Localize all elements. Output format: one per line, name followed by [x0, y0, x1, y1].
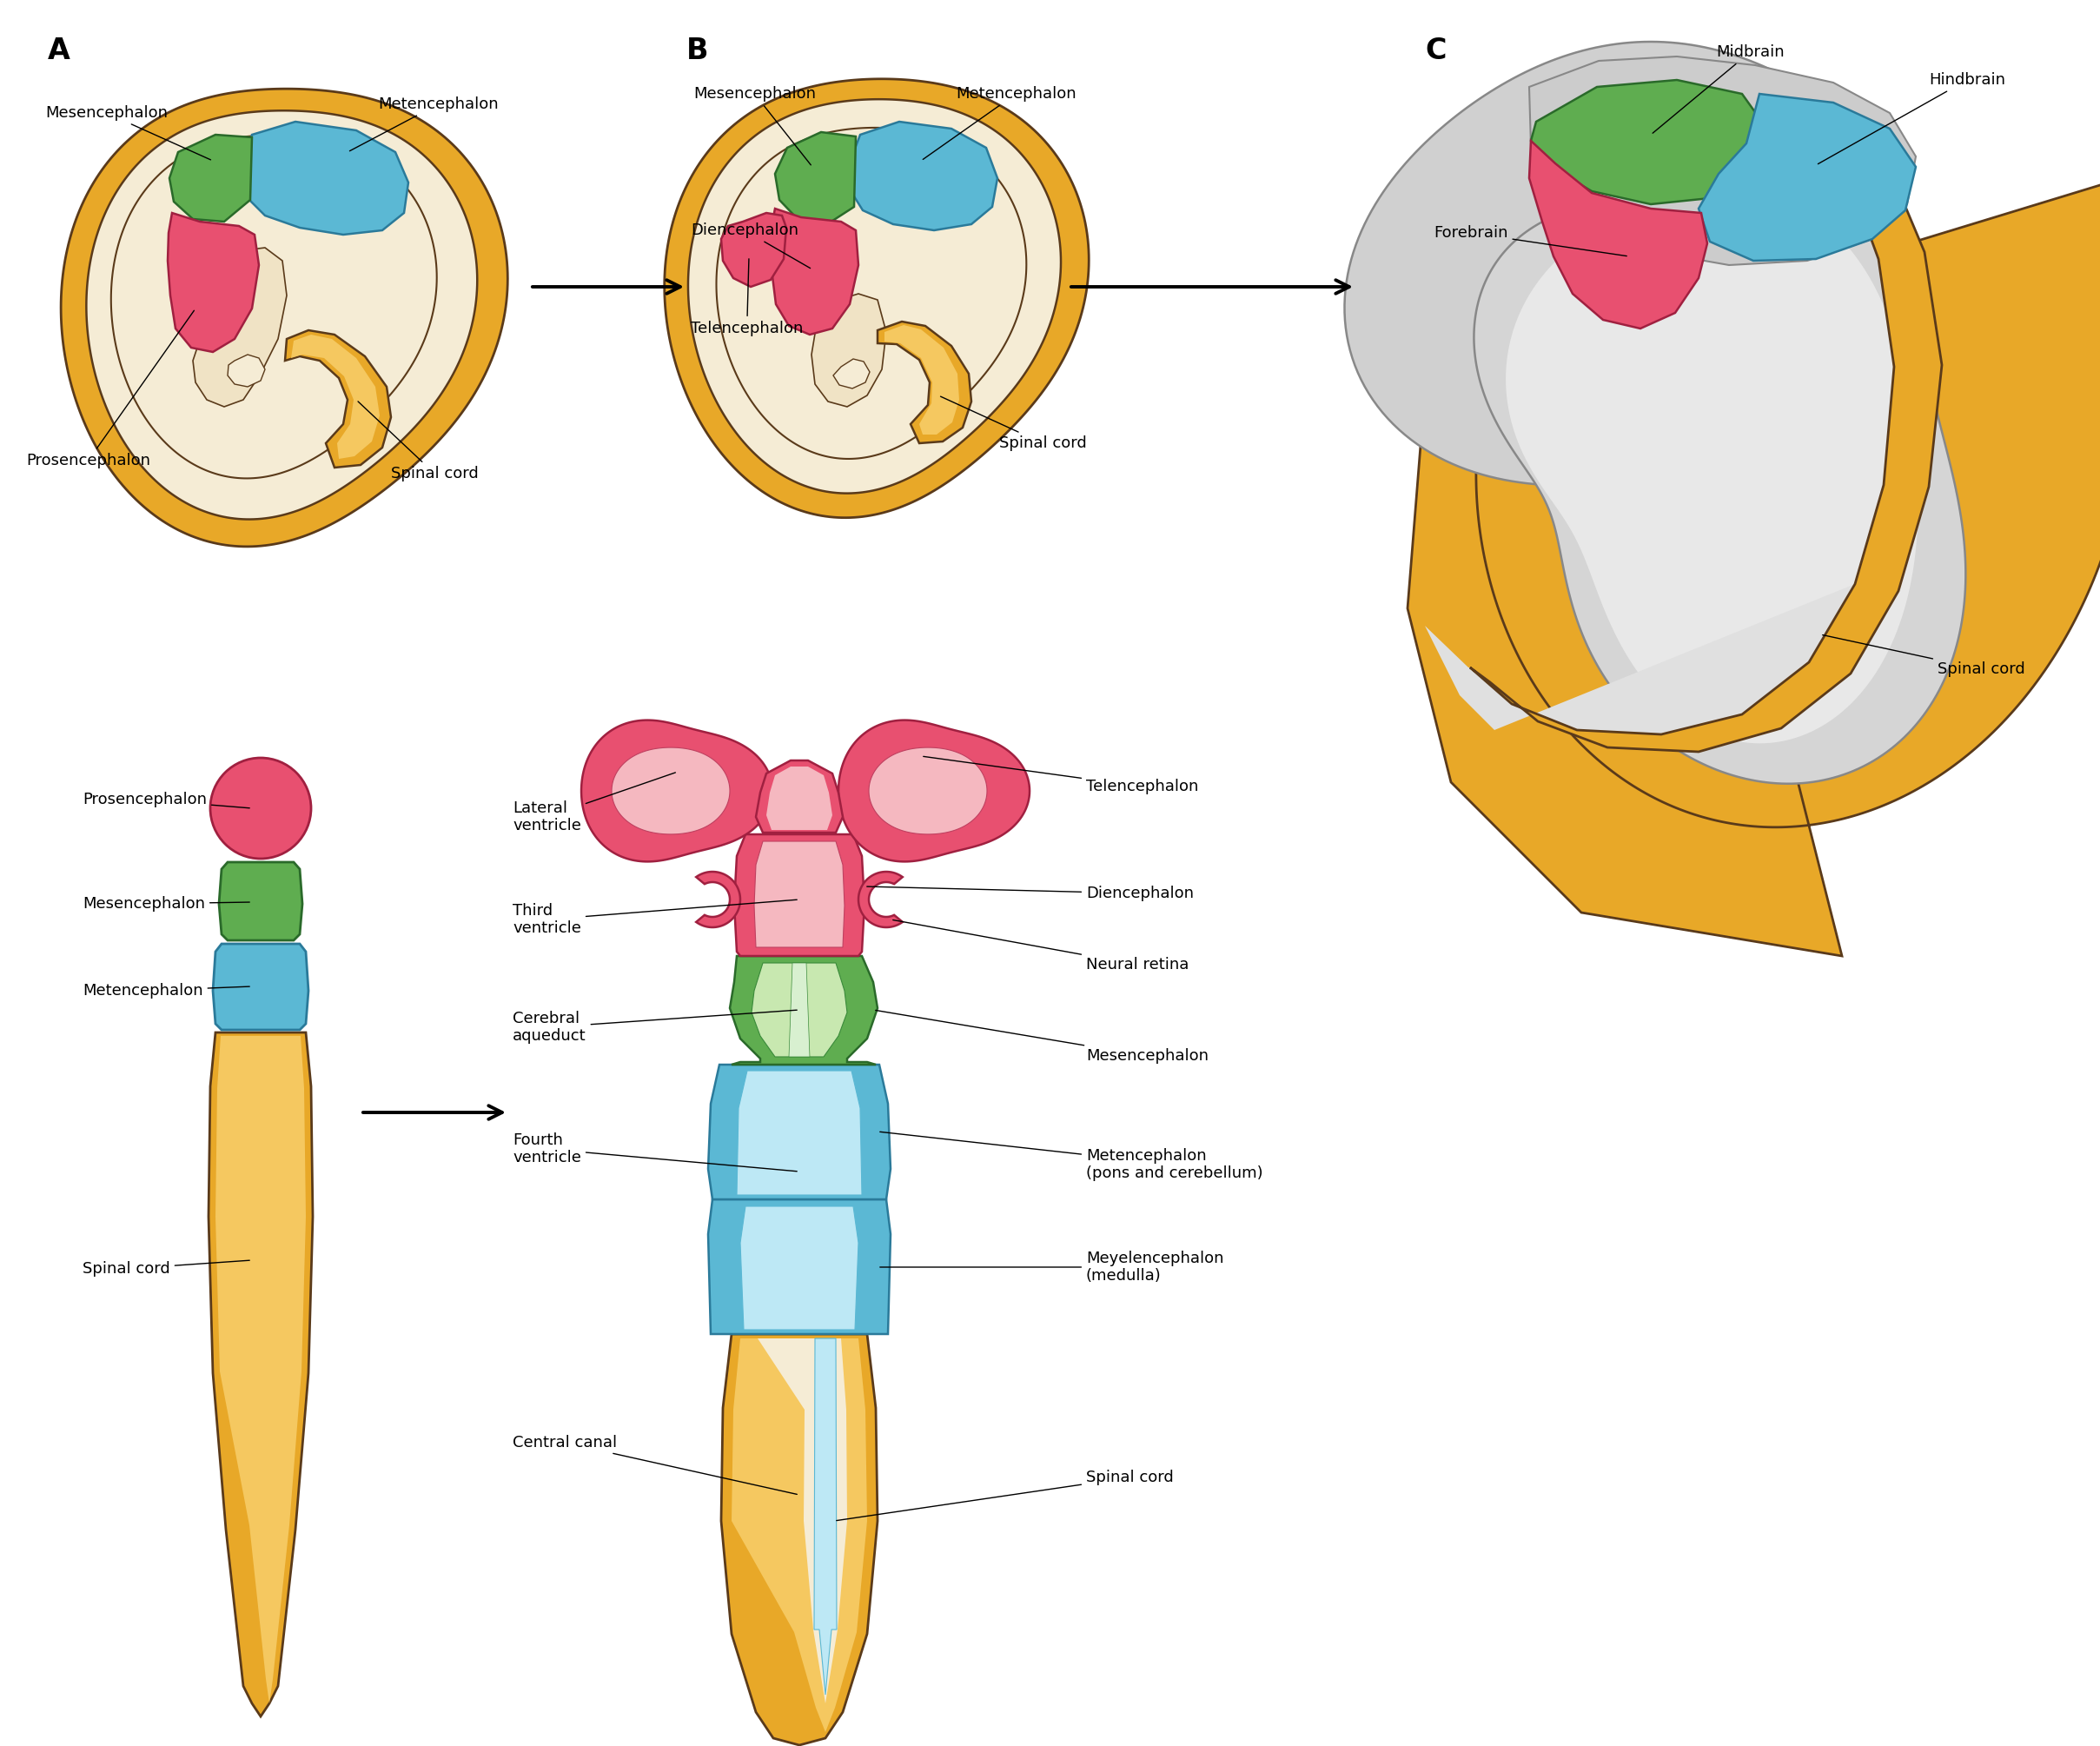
Polygon shape — [212, 945, 309, 1030]
Polygon shape — [756, 761, 842, 833]
Text: A: A — [48, 37, 69, 65]
Polygon shape — [741, 1206, 859, 1330]
Polygon shape — [731, 957, 878, 1065]
Polygon shape — [1426, 178, 1894, 735]
Polygon shape — [292, 335, 380, 459]
Text: Metencephalon: Metencephalon — [351, 96, 498, 150]
Text: Forebrain: Forebrain — [1434, 225, 1628, 257]
Text: Lateral
ventricle: Lateral ventricle — [512, 772, 676, 835]
Polygon shape — [208, 1032, 313, 1716]
Polygon shape — [720, 1334, 878, 1746]
Polygon shape — [1529, 141, 1707, 328]
Polygon shape — [111, 134, 437, 478]
Polygon shape — [731, 1339, 867, 1732]
Text: Diencephalon: Diencephalon — [867, 885, 1193, 901]
Polygon shape — [689, 100, 1060, 494]
Text: Spinal cord: Spinal cord — [1823, 636, 2024, 677]
Polygon shape — [811, 293, 886, 407]
Polygon shape — [758, 1339, 846, 1704]
Polygon shape — [1531, 80, 1768, 204]
Polygon shape — [878, 321, 972, 443]
Text: Telencephalon: Telencephalon — [691, 258, 802, 337]
Text: Hindbrain: Hindbrain — [1819, 72, 2005, 164]
Polygon shape — [61, 89, 508, 546]
Text: Telencephalon: Telencephalon — [924, 756, 1199, 794]
Text: Midbrain: Midbrain — [1653, 44, 1785, 133]
Text: Spinal cord: Spinal cord — [836, 1470, 1174, 1521]
Polygon shape — [884, 325, 960, 435]
Text: Metencephalon
(pons and cerebellum): Metencephalon (pons and cerebellum) — [880, 1131, 1262, 1182]
Text: Spinal cord: Spinal cord — [82, 1261, 250, 1276]
Polygon shape — [168, 213, 258, 353]
Text: Prosencephalon: Prosencephalon — [25, 311, 193, 468]
Polygon shape — [752, 964, 846, 1056]
Text: Mesencephalon: Mesencephalon — [876, 1011, 1210, 1063]
Polygon shape — [286, 330, 391, 468]
Polygon shape — [708, 1065, 890, 1200]
Text: Prosencephalon: Prosencephalon — [82, 791, 250, 808]
Polygon shape — [1699, 94, 1915, 260]
Polygon shape — [216, 1035, 307, 1704]
Polygon shape — [1407, 175, 2100, 957]
Text: Central canal: Central canal — [512, 1435, 798, 1495]
Polygon shape — [170, 134, 252, 222]
Text: Fourth
ventricle: Fourth ventricle — [512, 1131, 796, 1172]
Text: Spinal cord: Spinal cord — [357, 402, 479, 482]
Polygon shape — [720, 213, 785, 286]
Text: Diencephalon: Diencephalon — [691, 222, 811, 269]
Polygon shape — [582, 719, 773, 861]
Text: Mesencephalon: Mesencephalon — [82, 896, 250, 911]
Polygon shape — [708, 1200, 890, 1334]
Polygon shape — [695, 871, 739, 927]
Polygon shape — [815, 1339, 836, 1695]
Polygon shape — [1506, 189, 1917, 744]
Polygon shape — [1344, 42, 1924, 540]
Polygon shape — [218, 863, 302, 941]
Circle shape — [210, 758, 311, 859]
Text: Meyelencephalon
(medulla): Meyelencephalon (medulla) — [880, 1250, 1224, 1283]
Polygon shape — [1529, 56, 1915, 265]
Text: B: B — [687, 37, 708, 65]
Text: Metencephalon: Metencephalon — [922, 86, 1075, 159]
Polygon shape — [848, 122, 998, 230]
Polygon shape — [1470, 169, 1942, 753]
Polygon shape — [246, 122, 407, 234]
Polygon shape — [664, 79, 1090, 519]
Polygon shape — [735, 835, 865, 957]
Text: Third
ventricle: Third ventricle — [512, 899, 796, 936]
Polygon shape — [838, 719, 1029, 861]
Polygon shape — [775, 133, 857, 223]
Text: C: C — [1426, 37, 1447, 65]
Polygon shape — [869, 747, 987, 835]
Polygon shape — [737, 1070, 861, 1194]
Polygon shape — [790, 964, 811, 1056]
Text: Mesencephalon: Mesencephalon — [46, 105, 210, 161]
Text: Mesencephalon: Mesencephalon — [693, 86, 815, 164]
Text: Neural retina: Neural retina — [892, 920, 1189, 973]
Text: Metencephalon: Metencephalon — [82, 983, 250, 999]
Polygon shape — [1474, 147, 1966, 784]
Text: Spinal cord: Spinal cord — [941, 396, 1086, 450]
Polygon shape — [859, 871, 903, 927]
Polygon shape — [754, 842, 844, 948]
Polygon shape — [227, 354, 265, 388]
Polygon shape — [716, 127, 1027, 459]
Text: Cerebral
aqueduct: Cerebral aqueduct — [512, 1009, 796, 1044]
Polygon shape — [766, 766, 832, 829]
Polygon shape — [771, 208, 859, 335]
Polygon shape — [611, 747, 731, 835]
Polygon shape — [193, 248, 288, 407]
Polygon shape — [834, 360, 869, 388]
Polygon shape — [86, 110, 477, 519]
